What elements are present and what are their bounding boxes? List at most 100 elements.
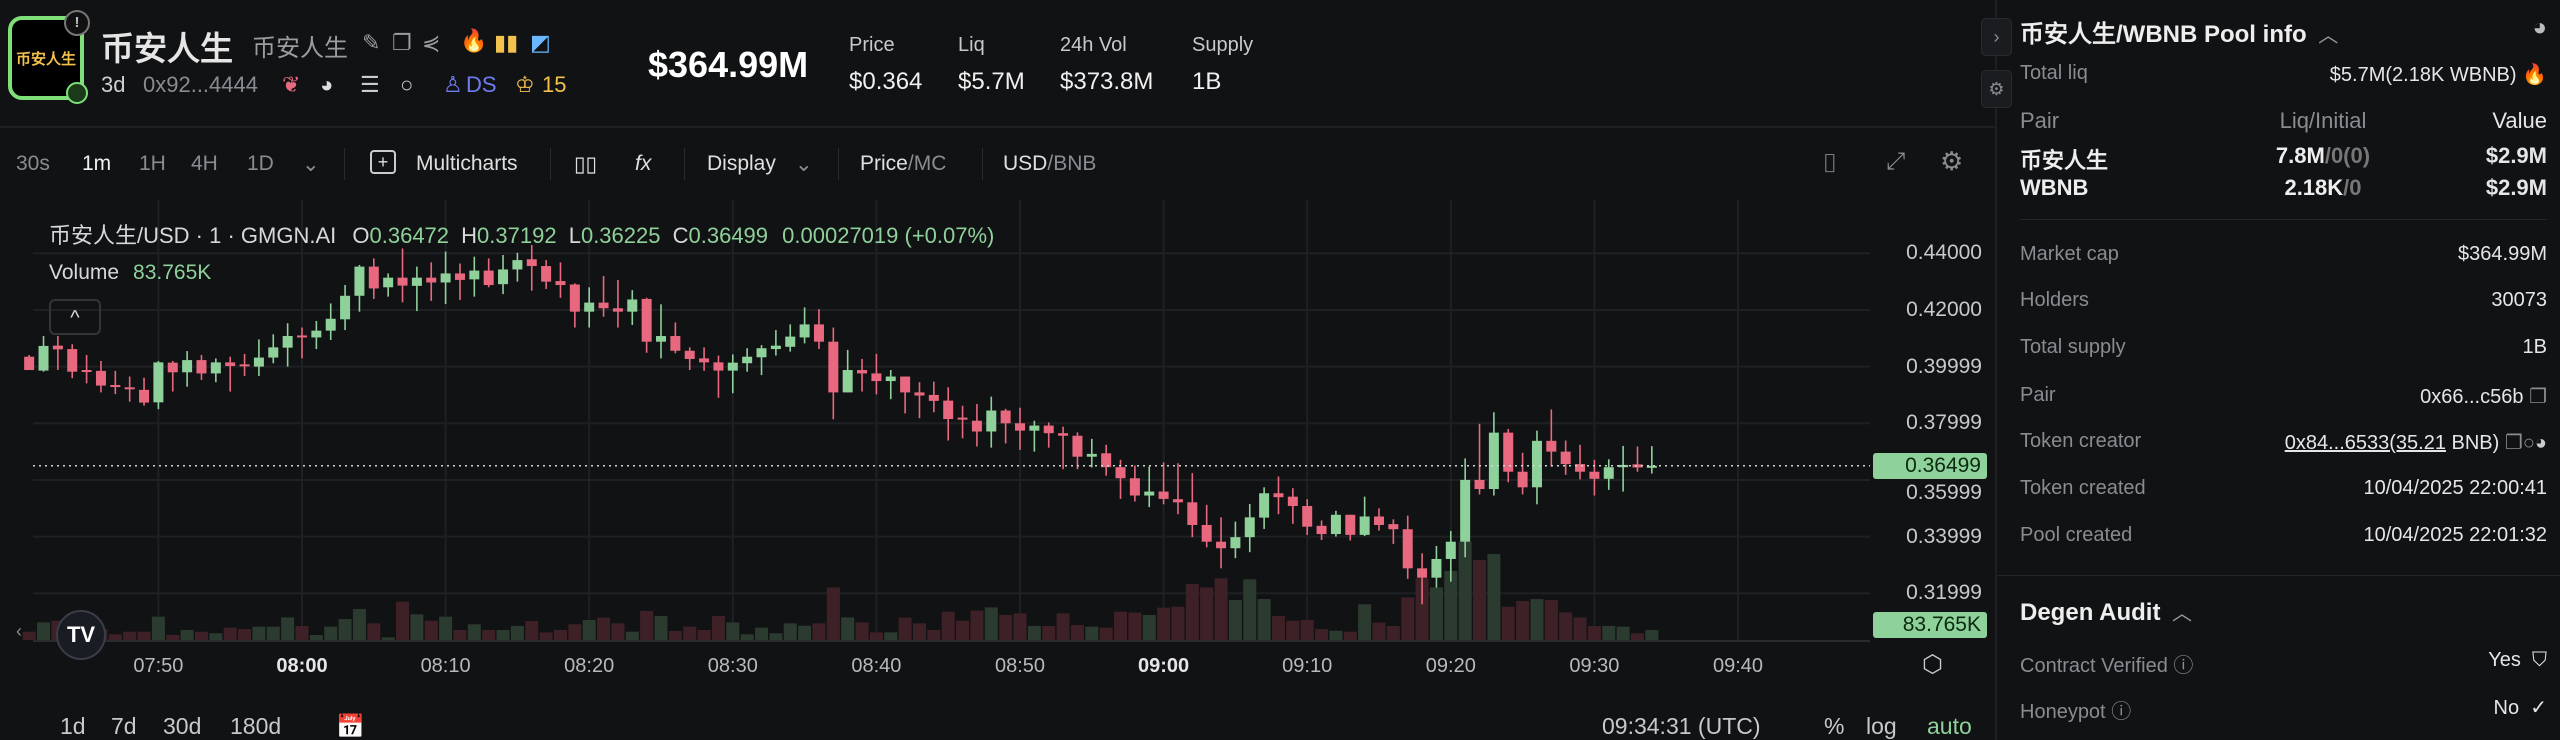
price-mc-toggle[interactable]: Price/MC (860, 152, 946, 176)
clock-timestamp[interactable]: 09:34:31 (UTC) (1602, 713, 1761, 739)
interval-1h[interactable]: 1H (139, 152, 166, 175)
volume-bar (1358, 604, 1372, 640)
range-180d[interactable]: 180d (230, 713, 282, 739)
bnb-option[interactable]: BNB (1053, 152, 1097, 175)
info-icon[interactable]: ⓘ (2173, 655, 2194, 677)
multicharts-plus-icon[interactable]: + (370, 150, 396, 174)
candle (95, 360, 106, 393)
close-value: 0.36499 (688, 223, 769, 248)
candle-body (397, 277, 408, 286)
collapse-legend-button[interactable]: ^ (49, 299, 101, 335)
degen-audit-title[interactable]: Degen Audit (2020, 599, 2161, 626)
indicators-fx-icon[interactable]: fx (635, 152, 652, 175)
collapse-panel-button[interactable]: › (1981, 18, 2012, 56)
currency-toggle[interactable]: USD/BNB (1003, 152, 1096, 176)
creator-address-link[interactable]: 0x84...6533(35.21 (2284, 432, 2446, 454)
chat-edit-icon[interactable]: ◩ (530, 30, 551, 55)
row-label: Pair (2020, 384, 2056, 406)
candle-body (167, 362, 178, 373)
candle-body (1058, 433, 1069, 436)
volume-bar (1013, 613, 1027, 640)
log-toggle[interactable]: log (1866, 713, 1897, 739)
candle-body (1015, 423, 1025, 431)
copy-icon[interactable]: ❐ (2504, 432, 2523, 454)
volume-bar (1473, 560, 1487, 640)
multicharts-button[interactable]: Multicharts (416, 152, 518, 175)
candle (684, 347, 695, 371)
candle (1374, 508, 1384, 531)
interval-dropdown-chevron-icon[interactable]: ⌄ (302, 153, 320, 176)
pair-address[interactable]: 0x66...c56b (2420, 386, 2524, 408)
fullscreen-icon[interactable]: ⤢ (1886, 148, 1906, 175)
percent-toggle[interactable]: % (1824, 713, 1845, 739)
pool-info-title[interactable]: 币安人生/WBNB Pool info (2020, 21, 2307, 48)
volume-bar (1501, 606, 1515, 640)
volume-bar (597, 617, 611, 640)
candle-body (727, 362, 738, 371)
interval-1m[interactable]: 1m (82, 152, 112, 175)
chart-logo-icon[interactable]: ◕ (320, 72, 334, 97)
candle (526, 245, 537, 291)
candlestick-chart[interactable] (0, 0, 1995, 700)
chevron-up-icon[interactable]: ︿ (2318, 25, 2339, 47)
display-chevron-icon[interactable]: ⌄ (795, 153, 813, 176)
camera-icon[interactable]: ⌷ (1822, 148, 1838, 178)
candle-body (354, 266, 365, 296)
chart-legend: 币安人生/USD · 1 · GMGN.AI O0.36472 H0.37192… (49, 218, 994, 250)
chart-settings-gear-icon[interactable]: ⚙ (1940, 146, 1964, 176)
volume-bar (1042, 625, 1056, 640)
interval-1d[interactable]: 1D (247, 152, 274, 175)
volume-bar (697, 630, 711, 640)
candle-body (124, 387, 135, 390)
display-dropdown[interactable]: Display (707, 152, 776, 175)
chef-hat-icon[interactable]: ♙ (443, 72, 463, 97)
tradingview-logo[interactable]: TV (56, 610, 106, 660)
candle (555, 262, 566, 298)
mc-option[interactable]: MC (913, 152, 947, 175)
interval-30s[interactable]: 30s (16, 152, 50, 175)
candle (1072, 432, 1083, 470)
candle (957, 405, 968, 439)
chevron-up-icon[interactable]: ︿ (2172, 603, 2192, 625)
copy-icon[interactable]: ❐ (2529, 386, 2547, 408)
candle (512, 252, 523, 282)
warning-icon[interactable]: ! (64, 10, 90, 36)
info-icon[interactable]: ⓘ (2111, 701, 2132, 723)
edit-icon[interactable]: ✎ (362, 30, 381, 55)
candle-body (340, 295, 351, 320)
volume-bar (108, 634, 122, 640)
high-value: 0.37192 (477, 223, 557, 248)
candle (900, 376, 911, 414)
share-icon[interactable]: ⋞ (422, 30, 441, 55)
candle-type-icon[interactable]: ▯▯ (574, 153, 598, 176)
search-icon[interactable]: ○ (400, 72, 414, 97)
price-option[interactable]: Price (860, 152, 908, 175)
crown-icon: ♔ (515, 72, 535, 97)
panel-settings-gear-icon[interactable]: ⚙ (1981, 70, 2012, 108)
copy-icon[interactable]: ❐ (392, 30, 412, 55)
scroll-left-icon[interactable]: ‹ (16, 621, 22, 641)
range-7d[interactable]: 7d (111, 713, 137, 739)
token-address[interactable]: 0x92...4444 (143, 72, 258, 97)
feather-icon[interactable]: ❦ (282, 72, 301, 97)
candle-body (742, 356, 753, 364)
calendar-icon[interactable]: 📅 (336, 713, 365, 739)
volume-bar (1142, 615, 1156, 640)
usd-option[interactable]: USD (1003, 152, 1048, 175)
note-icon[interactable]: ☰ (360, 72, 380, 97)
chart-logo-icon[interactable]: ◕ (2532, 14, 2548, 41)
range-30d[interactable]: 30d (163, 713, 202, 739)
pair-name: 币安人生 (2020, 148, 2109, 173)
token-logo[interactable]: 币安人生 ! (8, 10, 90, 104)
candle-body (1646, 465, 1657, 468)
eye-icon[interactable]: ⬡ (1922, 651, 1943, 678)
ds-label[interactable]: DS (466, 72, 497, 97)
volume-bars (22, 541, 1659, 640)
volume-bar (1271, 615, 1285, 640)
search-icon[interactable]: ○ (2522, 432, 2535, 454)
candle-body (928, 394, 939, 401)
range-1d[interactable]: 1d (60, 713, 86, 739)
chart-logo-icon[interactable]: ◕ (2534, 432, 2547, 454)
auto-toggle[interactable]: auto (1927, 713, 1972, 739)
interval-4h[interactable]: 4H (191, 152, 218, 175)
